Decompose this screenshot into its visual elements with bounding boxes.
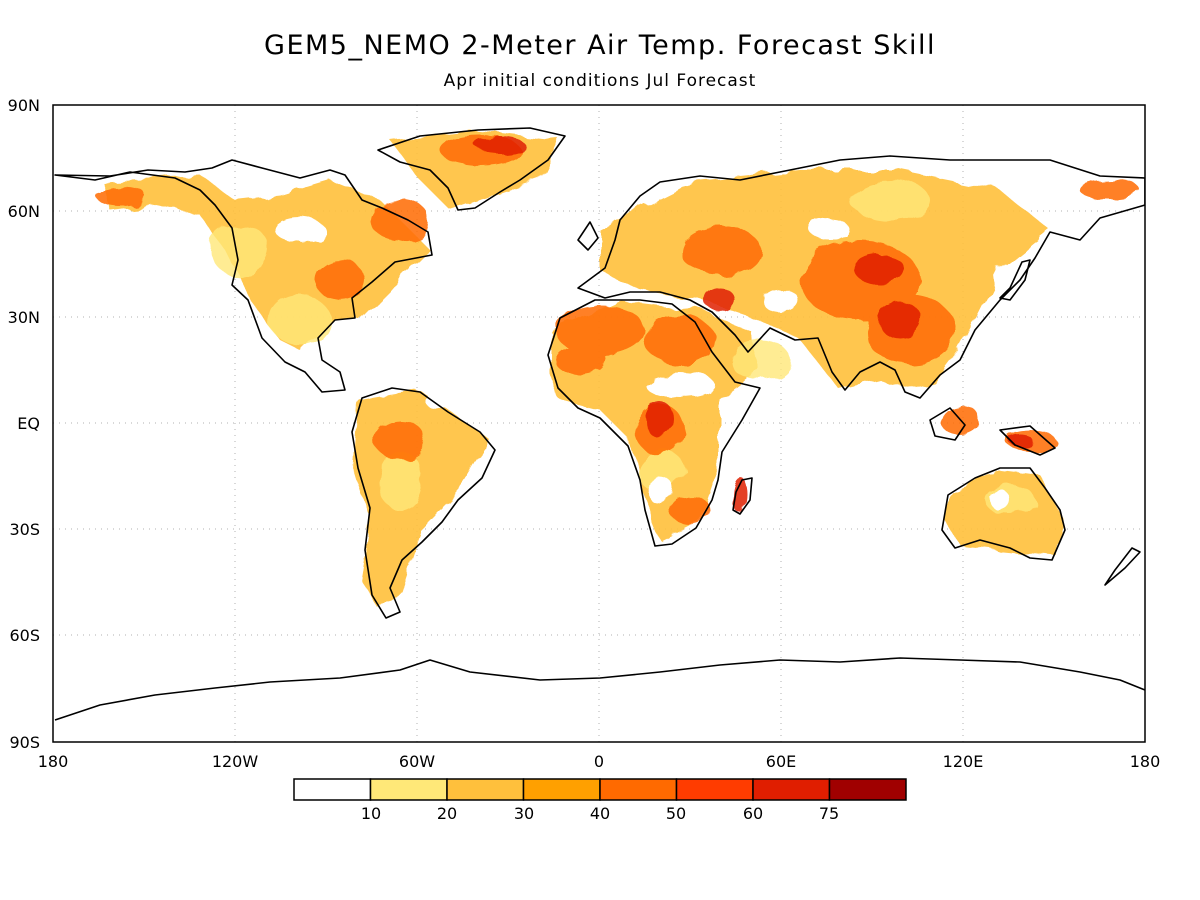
lon-tick-label: 120E xyxy=(943,752,984,771)
lat-tick-label: 90S xyxy=(9,733,40,752)
colorbar-label: 30 xyxy=(514,804,534,823)
lon-tick-label: 60E xyxy=(766,752,796,771)
colorbar-swatch xyxy=(599,778,678,801)
map-title: GEM5_NEMO 2-Meter Air Temp. Forecast Ski… xyxy=(264,30,936,61)
colorbar-label: 20 xyxy=(437,804,457,823)
lat-tick-label: 90N xyxy=(8,96,40,115)
skill-field xyxy=(95,130,1140,610)
coast-greenland xyxy=(377,127,566,211)
coast-eurasia xyxy=(577,155,1145,399)
skill-none xyxy=(275,218,1010,510)
colorbar-labels: 10 20 30 40 50 60 75 xyxy=(361,804,839,823)
coast-antarctica xyxy=(54,657,1145,721)
colorbar-swatch xyxy=(522,778,601,801)
colorbar-label: 75 xyxy=(819,804,839,823)
coastlines xyxy=(54,127,1145,721)
lon-tick-label: 120W xyxy=(212,752,259,771)
colorbar-label: 10 xyxy=(361,804,381,823)
colorbar-label: 60 xyxy=(743,804,763,823)
coast-new-guinea xyxy=(999,425,1056,456)
colorbar: 10 20 30 40 50 60 75 xyxy=(293,778,907,823)
lat-tick-label: 60N xyxy=(8,202,40,221)
lon-tick-label: 180 xyxy=(1130,752,1161,771)
coast-japan xyxy=(999,259,1031,301)
lat-tick-label: 30N xyxy=(8,308,40,327)
colorbar-label: 50 xyxy=(666,804,686,823)
coast-south-america xyxy=(351,387,496,619)
lat-ticks: 90N 60N 30N EQ 30S 60S 90S xyxy=(8,96,40,752)
colorbar-swatch xyxy=(752,778,831,801)
lat-tick-label: 60S xyxy=(9,626,40,645)
colorbar-swatch xyxy=(446,778,525,801)
lon-tick-label: 60W xyxy=(399,752,435,771)
map-subtitle: Apr initial conditions Jul Forecast xyxy=(444,71,757,91)
colorbar-swatch xyxy=(293,778,372,801)
coast-africa xyxy=(547,299,761,547)
lat-tick-label: 30S xyxy=(9,520,40,539)
lat-tick-label: EQ xyxy=(17,414,40,433)
colorbar-swatches xyxy=(293,778,907,801)
lon-ticks: 180 120W 60W 0 60E 120E 180 xyxy=(38,752,1161,771)
lon-tick-label: 0 xyxy=(594,752,604,771)
skill-high xyxy=(475,137,1032,513)
coast-australia xyxy=(941,467,1066,561)
colorbar-label: 40 xyxy=(590,804,610,823)
colorbar-swatch xyxy=(369,778,448,801)
coast-north-america xyxy=(54,159,433,393)
lon-tick-label: 180 xyxy=(38,752,69,771)
coast-borneo xyxy=(929,407,966,441)
colorbar-swatch xyxy=(675,778,754,801)
map-frame xyxy=(52,104,1146,743)
colorbar-swatch xyxy=(828,778,907,801)
coast-new-zealand xyxy=(1104,547,1141,586)
coast-madagascar xyxy=(732,477,753,515)
coast-british-isles xyxy=(577,221,599,251)
